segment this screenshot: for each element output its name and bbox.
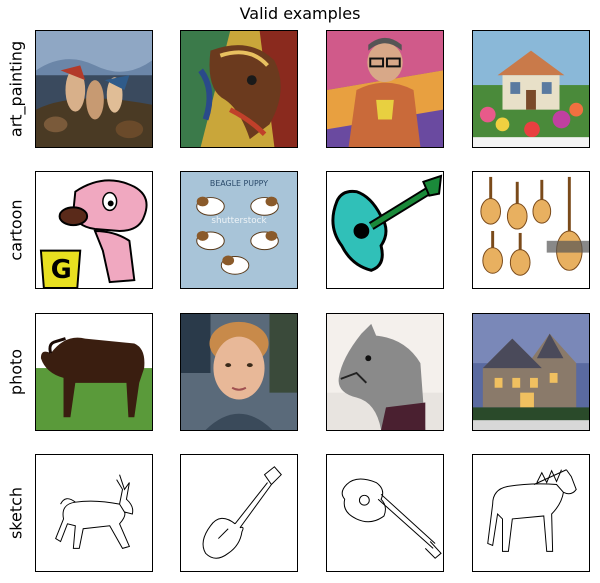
guitar-cartoon-image [326, 171, 444, 289]
beagle-puppy-cartoon-image: BEAGLE PUPPY shutterstock [180, 171, 298, 289]
row-label-sketch: sketch [6, 486, 26, 540]
cottage-garden-painting-image [472, 30, 590, 148]
horse-sketch-image [35, 454, 153, 572]
figure-title: Valid examples [239, 4, 361, 23]
row-label-photo: photo [6, 348, 26, 396]
horse-photo-image [35, 313, 153, 431]
house-photo-image [472, 313, 590, 431]
man-with-glasses-painting-image [326, 30, 444, 148]
horse-head-photo-image [326, 313, 444, 431]
svg-text:G: G [51, 255, 72, 285]
horse-abstract-painting-image [180, 30, 298, 148]
watermark-text: shutterstock [211, 216, 267, 226]
row-label-art-painting: art_painting [6, 40, 26, 138]
beagle-caption: BEAGLE PUPPY [210, 179, 268, 188]
guitar-sketch-image [180, 454, 298, 572]
guitars-cartoon-image [472, 171, 590, 289]
pink-dog-cartoon-image: G [35, 171, 153, 289]
person-photo-image [180, 313, 298, 431]
mythological-painting-image [35, 30, 153, 148]
guitar-sketch-2-image [326, 454, 444, 572]
row-label-cartoon: cartoon [6, 199, 26, 261]
horse-sketch-2-image [472, 454, 590, 572]
